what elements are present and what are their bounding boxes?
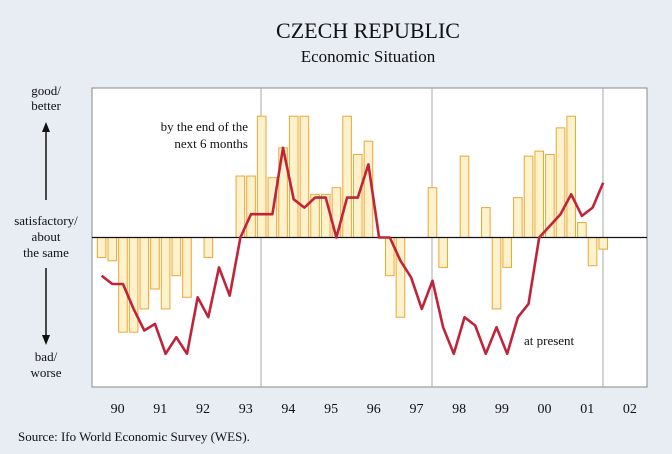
bar — [566, 115, 577, 238]
x-tick-label: 99 — [495, 402, 509, 417]
x-tick-label: 97 — [409, 402, 423, 417]
y-label: better — [31, 98, 61, 113]
y-label: about — [32, 229, 61, 244]
y-label: satisfactory/ — [14, 213, 78, 228]
x-tick-label: 98 — [452, 402, 466, 417]
x-tick-label: 90 — [111, 402, 125, 417]
bar — [96, 237, 107, 258]
bar — [502, 237, 512, 268]
y-label: good/ — [31, 83, 61, 98]
bar — [481, 207, 491, 239]
bar — [107, 237, 118, 262]
bar — [523, 155, 534, 239]
bar — [139, 237, 150, 310]
bar — [150, 237, 160, 290]
chart-subtitle: Economic Situation — [301, 47, 436, 66]
bar — [182, 237, 192, 298]
arrow-down-head — [42, 335, 50, 345]
x-tick-label: 94 — [281, 402, 295, 417]
bar — [587, 237, 598, 267]
y-label: worse — [30, 365, 61, 380]
x-tick-label: 01 — [580, 402, 594, 417]
y-label: the same — [23, 245, 69, 260]
bar — [555, 127, 566, 238]
x-tick-label: 96 — [367, 402, 381, 417]
x-tick-label: 91 — [153, 402, 167, 417]
bar — [256, 115, 267, 238]
annotation: at present — [524, 333, 575, 348]
bar — [598, 237, 609, 250]
bar — [534, 150, 545, 238]
annotation: by the end of the — [161, 119, 249, 134]
bar — [160, 237, 171, 310]
bar — [288, 115, 299, 238]
x-tick-label: 93 — [239, 402, 253, 417]
arrow-up-head — [42, 122, 50, 132]
bar — [246, 175, 256, 239]
annotation: next 6 months — [174, 136, 248, 151]
line — [100, 146, 605, 356]
bar — [491, 237, 502, 310]
bar — [203, 237, 214, 258]
bar — [438, 237, 448, 268]
x-tick-label: 00 — [538, 402, 552, 417]
bar — [171, 237, 182, 277]
bar — [128, 237, 139, 333]
bar — [513, 197, 523, 238]
bar — [459, 155, 470, 239]
x-tick-label: 92 — [196, 402, 210, 417]
x-tick-label: 02 — [623, 402, 637, 417]
chart-title: CZECH REPUBLIC — [276, 18, 460, 43]
bar — [395, 237, 406, 318]
source: Source: Ifo World Economic Survey (WES). — [18, 429, 250, 444]
x-tick-label: 95 — [324, 402, 338, 417]
bar — [577, 222, 587, 239]
bar — [427, 187, 438, 239]
bar — [342, 115, 352, 238]
y-label: bad/ — [35, 349, 58, 364]
bar — [299, 115, 310, 238]
